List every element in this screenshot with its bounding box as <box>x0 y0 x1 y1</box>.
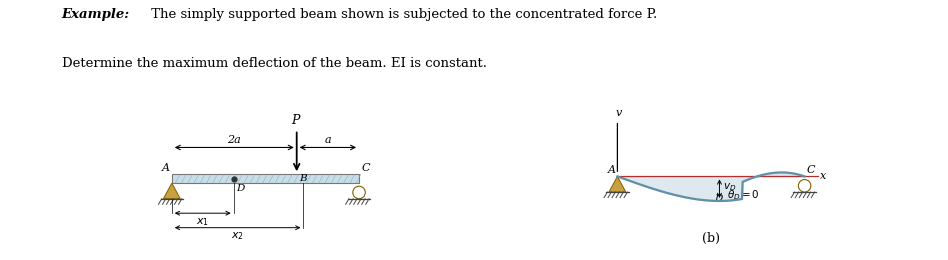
Bar <box>172 174 359 183</box>
Text: $\theta_D=0$: $\theta_D=0$ <box>727 189 760 203</box>
Circle shape <box>353 186 365 199</box>
Text: C: C <box>807 165 815 175</box>
Text: Example:: Example: <box>62 8 130 21</box>
Text: $x_1$: $x_1$ <box>196 216 210 228</box>
Text: P: P <box>291 114 300 127</box>
Text: C: C <box>361 163 370 173</box>
Text: The simply supported beam shown is subjected to the concentrated force P.: The simply supported beam shown is subje… <box>147 8 657 21</box>
Text: $x_2$: $x_2$ <box>231 231 245 242</box>
Text: a: a <box>324 135 331 145</box>
Text: x: x <box>820 171 827 181</box>
Text: v: v <box>615 108 622 119</box>
Polygon shape <box>609 177 626 192</box>
Text: $v_D$: $v_D$ <box>723 182 737 193</box>
Text: A: A <box>609 165 616 175</box>
Text: Determine the maximum deflection of the beam. EI is constant.: Determine the maximum deflection of the … <box>62 57 486 70</box>
Text: D: D <box>714 194 722 203</box>
Text: A: A <box>161 163 170 173</box>
Text: B: B <box>300 174 307 183</box>
Text: D: D <box>236 184 245 193</box>
Text: 2a: 2a <box>228 135 241 145</box>
Text: (b): (b) <box>702 232 720 245</box>
Circle shape <box>798 180 811 192</box>
Polygon shape <box>163 183 180 199</box>
